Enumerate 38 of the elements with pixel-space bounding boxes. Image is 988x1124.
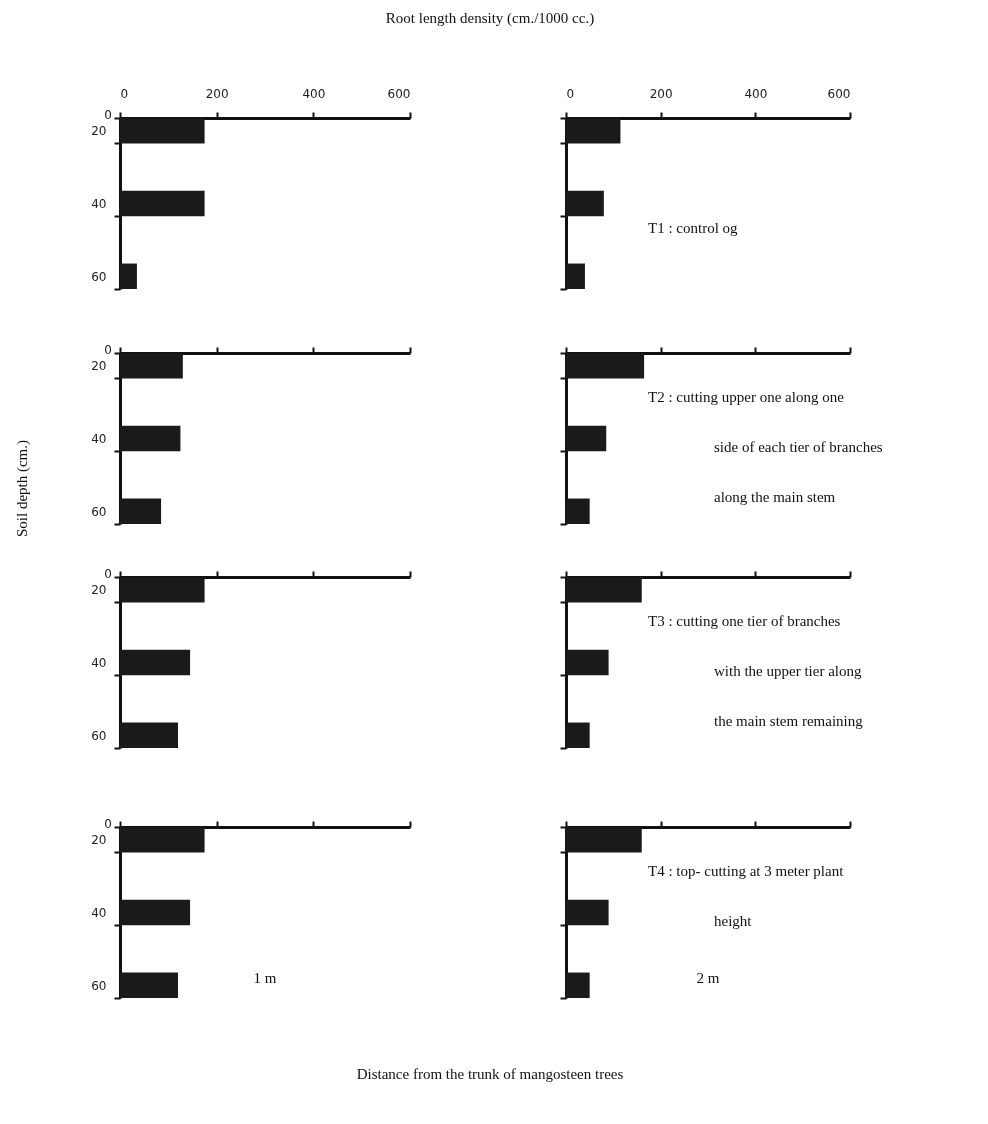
y-tick-label: 20 xyxy=(91,124,107,139)
x-tick-label: 600 xyxy=(827,86,851,101)
annotation: T1 : control og xyxy=(648,220,738,237)
y-tick-label: 40 xyxy=(91,197,107,211)
y-tick-label: 40 xyxy=(91,906,107,920)
y-tick-label: 60 xyxy=(91,269,107,284)
y-tick-label: 40 xyxy=(91,656,107,670)
y-tick-label: 20 xyxy=(91,833,107,848)
x-tick-label: 200 xyxy=(205,86,229,101)
annotation: with the upper tier along xyxy=(714,663,862,680)
y-axis-title: Soil depth (cm.) xyxy=(13,438,31,540)
y-tick-label: 20 xyxy=(91,359,107,374)
y-tick-label: 20 xyxy=(91,583,107,598)
y-tick-label: 60 xyxy=(91,728,107,743)
x-tick-label: 400 xyxy=(302,86,326,101)
text: 0 xyxy=(103,343,112,357)
annotation: the main stem remaining xyxy=(714,713,863,730)
x-axis-title: 1 m xyxy=(253,970,277,986)
annotation: T3 : cutting one tier of branches xyxy=(648,613,841,630)
y-tick-label: 40 xyxy=(91,432,107,446)
text: 0 xyxy=(103,817,112,831)
x-tick-label: 400 xyxy=(744,86,768,101)
annotation: T4 : top- cutting at 3 meter plant xyxy=(648,863,844,880)
text: Distance from the trunk of mangosteen trees xyxy=(355,1066,625,1083)
x-axis-title: 2 m xyxy=(695,970,721,987)
annotation: T2 : cutting upper one along one xyxy=(648,389,844,406)
annotation: side of each tier of branches xyxy=(714,439,883,456)
x-tick-label: 200 xyxy=(649,86,673,101)
x-tick-label: 0 xyxy=(120,86,129,101)
annotation: height xyxy=(714,913,752,930)
x-axis-title: Root length density (cm./1000 cc.) xyxy=(384,10,596,27)
annotation: along the main stem xyxy=(714,489,836,506)
text: 0 xyxy=(103,108,112,122)
text: 0 xyxy=(103,567,112,581)
x-tick-label: 600 xyxy=(387,86,411,101)
y-tick-label: 60 xyxy=(91,978,107,993)
x-tick-label: 0 xyxy=(566,86,575,101)
y-tick-label: 60 xyxy=(91,504,107,519)
